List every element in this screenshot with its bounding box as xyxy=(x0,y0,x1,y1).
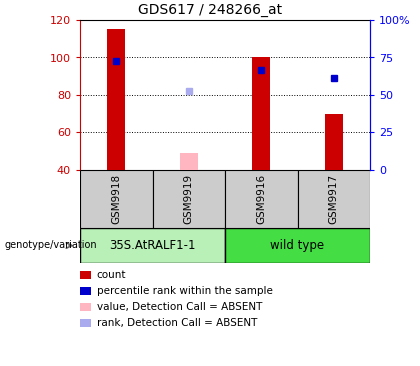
Text: wild type: wild type xyxy=(270,239,325,252)
Bar xyxy=(152,170,225,228)
Text: rank, Detection Call = ABSENT: rank, Detection Call = ABSENT xyxy=(97,318,257,328)
Text: GSM9919: GSM9919 xyxy=(184,174,194,224)
Bar xyxy=(80,228,225,263)
Text: count: count xyxy=(97,270,126,280)
Text: 35S.AtRALF1-1: 35S.AtRALF1-1 xyxy=(109,239,196,252)
Text: genotype/variation: genotype/variation xyxy=(4,240,97,250)
Bar xyxy=(180,153,198,170)
Bar xyxy=(297,170,370,228)
Text: GSM9918: GSM9918 xyxy=(111,174,121,224)
Bar xyxy=(225,170,297,228)
Bar xyxy=(252,57,270,170)
Bar xyxy=(225,228,370,263)
Text: GSM9917: GSM9917 xyxy=(329,174,339,224)
Text: percentile rank within the sample: percentile rank within the sample xyxy=(97,286,273,296)
Text: GDS617 / 248266_at: GDS617 / 248266_at xyxy=(138,3,282,17)
Bar xyxy=(325,114,343,170)
Text: GSM9916: GSM9916 xyxy=(256,174,266,224)
Bar xyxy=(107,29,125,170)
Text: value, Detection Call = ABSENT: value, Detection Call = ABSENT xyxy=(97,302,262,312)
Bar xyxy=(80,170,152,228)
